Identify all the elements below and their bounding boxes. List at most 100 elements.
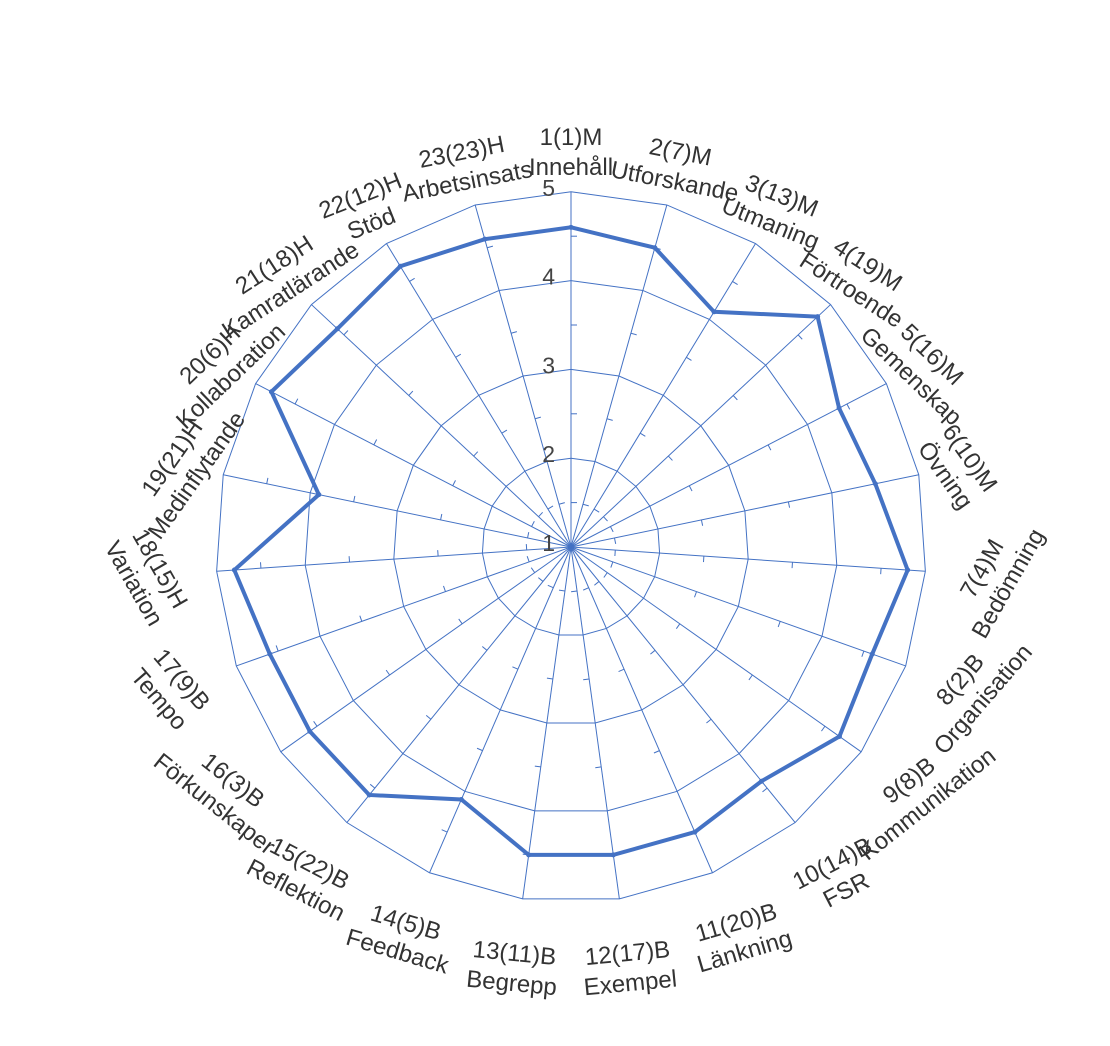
scale-tick-label: 5: [542, 175, 555, 201]
axis-tick: [501, 429, 508, 434]
spoke: [570, 546, 713, 873]
tick-label-layer: 1 2 3 4 5: [542, 175, 555, 556]
axis-tick: [526, 556, 530, 563]
category-label-line: Begrepp: [465, 966, 558, 1002]
spoke: [570, 204, 668, 548]
axis-tick: [603, 572, 608, 578]
axis-tick: [630, 332, 637, 336]
axis-tick: [582, 587, 589, 591]
spoke: [236, 546, 572, 667]
axis-tick: [512, 666, 519, 670]
data-point: [905, 567, 911, 573]
data-point: [711, 309, 717, 315]
axis-tick: [777, 621, 781, 628]
axis-tick: [481, 646, 488, 651]
category-label-line: Exempel: [583, 966, 679, 1002]
axis-tick: [610, 561, 614, 568]
axis-tick: [538, 577, 544, 582]
series-line-0: [231, 225, 910, 857]
spoke: [223, 474, 572, 548]
data-point: [869, 651, 875, 657]
axis-tick: [313, 721, 318, 727]
spoke: [570, 546, 862, 753]
axis-tick: [861, 650, 865, 657]
data-point: [526, 852, 532, 858]
axis-tick: [606, 418, 613, 421]
data-point: [692, 829, 698, 835]
axis-tick: [748, 674, 753, 681]
axis-tick: [452, 480, 456, 486]
axis-tick: [667, 455, 673, 461]
scale-tick-label: 4: [542, 264, 555, 290]
axis-tick: [594, 581, 600, 586]
axis-tick: [408, 390, 414, 396]
axis-tick: [547, 584, 554, 589]
axis-tick: [762, 787, 768, 793]
axis-tick: [534, 416, 541, 420]
axis-tick: [527, 531, 530, 539]
axis-tick: [373, 439, 378, 446]
scale-tick-label: 3: [542, 352, 555, 378]
axis-tick: [603, 516, 608, 522]
spoke: [255, 383, 572, 548]
axis-tick: [700, 519, 704, 526]
grid-layer: [216, 191, 926, 900]
spoke: [346, 546, 572, 823]
axis-tick: [531, 521, 535, 527]
category-label-line: 1(1)M: [540, 124, 603, 151]
spoke: [570, 304, 831, 548]
spoke: [522, 546, 572, 899]
axis-tick: [473, 451, 479, 457]
axis-tick: [343, 330, 349, 336]
data-point: [836, 405, 842, 411]
axis-tick: [476, 747, 483, 752]
axis-tick: [530, 567, 536, 573]
axis-tick: [797, 334, 803, 340]
data-point: [610, 852, 616, 858]
spoke: [280, 546, 572, 753]
axis-tick: [618, 668, 625, 673]
axis-tick: [441, 829, 448, 833]
scale-tick-label: 2: [542, 441, 555, 467]
axis-tick: [650, 649, 656, 655]
grid-ring-4: [304, 280, 838, 812]
spoke: [386, 243, 572, 548]
axis-tick: [732, 281, 738, 285]
axis-tick: [706, 718, 712, 724]
axis-tick: [675, 623, 681, 630]
axis-tick: [653, 750, 660, 754]
axis-tick: [443, 585, 446, 592]
axis-tick: [639, 432, 646, 437]
axis-tick: [385, 669, 391, 676]
grid-ring-3: [393, 368, 749, 724]
axis-tick: [440, 513, 443, 521]
axis-tick: [353, 495, 356, 502]
category-label-line: 13(11)B: [472, 936, 558, 971]
spoke: [429, 546, 572, 873]
axis-tick: [275, 645, 279, 652]
axis-tick: [593, 508, 600, 513]
spoke: [570, 546, 620, 899]
axis-tick: [369, 783, 376, 789]
spoke: [474, 204, 572, 548]
axis-tick: [582, 503, 589, 507]
axis-tick: [821, 725, 826, 732]
data-point: [307, 728, 313, 734]
spoke: [570, 546, 926, 572]
axis-tick: [538, 511, 544, 518]
axis-tick: [558, 502, 565, 505]
category-label-line: Innehåll: [529, 154, 613, 181]
axis-tick: [767, 444, 772, 451]
axis-tick: [613, 537, 617, 544]
axis-tick: [266, 477, 269, 484]
spoke: [570, 243, 756, 548]
axis-tick: [688, 485, 693, 492]
axis-tick: [487, 245, 494, 249]
